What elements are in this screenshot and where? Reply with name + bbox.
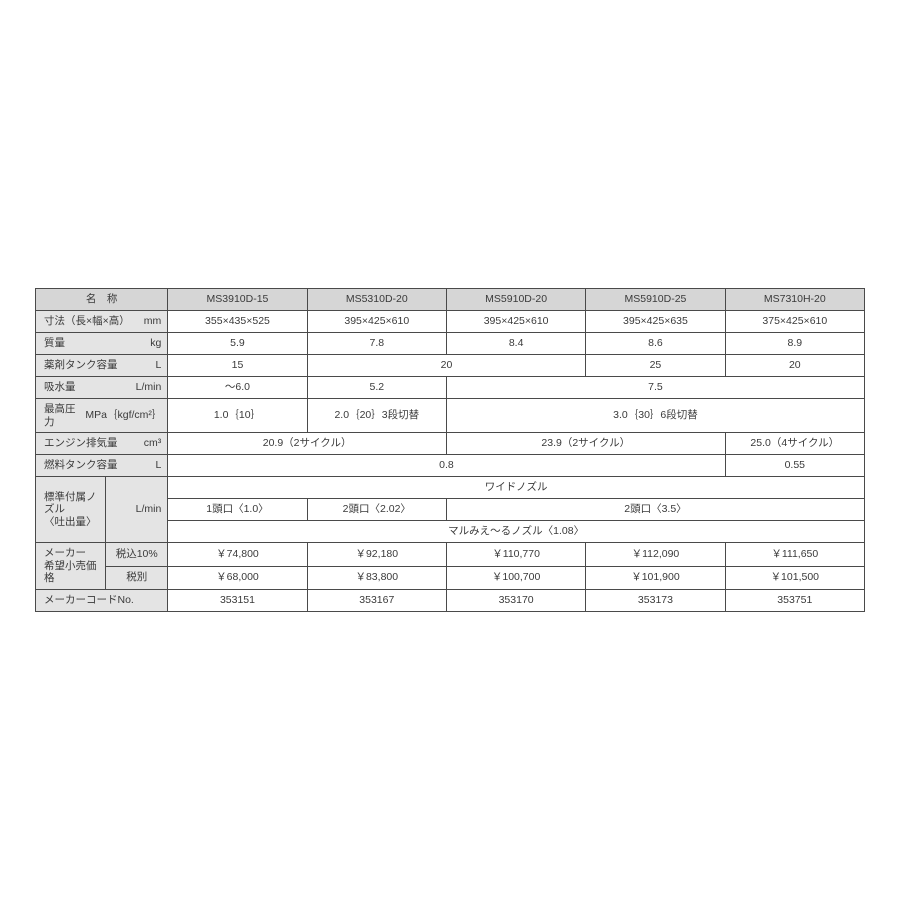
header-model: MS5910D-20 <box>446 289 585 311</box>
cell: 7.8 <box>307 333 446 355</box>
spec-table-container: 名 称 MS3910D-15 MS5310D-20 MS5910D-20 MS5… <box>35 288 865 612</box>
label-text: 寸法（長×幅×高） <box>44 315 130 328</box>
label-unit: cm³ <box>144 437 162 450</box>
cell: ￥83,800 <box>307 566 446 589</box>
table-row: エンジン排気量 cm³ 20.9（2サイクル） 23.9（2サイクル） 25.0… <box>36 433 865 455</box>
cell: 0.55 <box>725 455 864 477</box>
table-row: メーカーコードNo. 353151 353167 353170 353173 3… <box>36 589 865 611</box>
cell: マルみえ〜るノズル〈1.08〉 <box>168 521 865 543</box>
cell: 8.6 <box>586 333 725 355</box>
cell: 395×425×610 <box>446 311 585 333</box>
cell: 353151 <box>168 589 307 611</box>
header-model: MS3910D-15 <box>168 289 307 311</box>
row-label: 標準付属ノズル 〈吐出量〉 <box>36 477 106 543</box>
cell: 375×425×610 <box>725 311 864 333</box>
label-text: 燃料タンク容量 <box>44 459 118 472</box>
cell: ￥101,900 <box>586 566 725 589</box>
row-label: 最高圧力 MPa｛kgf/cm²｝ <box>36 399 168 433</box>
table-row: 名 称 MS3910D-15 MS5310D-20 MS5910D-20 MS5… <box>36 289 865 311</box>
cell: 2.0｛20｝3段切替 <box>307 399 446 433</box>
label-unit: mm <box>144 315 162 328</box>
label-text: 吸水量 <box>44 381 76 394</box>
price-taxinc-label: 税込10% <box>106 543 168 566</box>
price-taxex-label: 税別 <box>106 566 168 589</box>
header-model: MS7310H-20 <box>725 289 864 311</box>
header-name: 名 称 <box>36 289 168 311</box>
table-row: 寸法（長×幅×高） mm 355×435×525 395×425×610 395… <box>36 311 865 333</box>
cell: 0.8 <box>168 455 725 477</box>
table-row: 薬剤タンク容量 L 15 20 25 20 <box>36 355 865 377</box>
cell: 25.0（4サイクル） <box>725 433 864 455</box>
label-unit: L/min <box>106 477 168 543</box>
cell: ￥111,650 <box>725 543 864 566</box>
table-row: 標準付属ノズル 〈吐出量〉 L/min ワイドノズル <box>36 477 865 499</box>
cell: 7.5 <box>446 377 864 399</box>
row-label: 質量 kg <box>36 333 168 355</box>
cell: 3.0｛30｝6段切替 <box>446 399 864 433</box>
cell: 8.9 <box>725 333 864 355</box>
cell: 395×425×610 <box>307 311 446 333</box>
cell: 15 <box>168 355 307 377</box>
cell: ワイドノズル <box>168 477 865 499</box>
cell: 1頭口〈1.0〉 <box>168 499 307 521</box>
label-unit: L <box>155 459 161 472</box>
cell: 395×425×635 <box>586 311 725 333</box>
table-row: 最高圧力 MPa｛kgf/cm²｝ 1.0｛10｝ 2.0｛20｝3段切替 3.… <box>36 399 865 433</box>
table-row: 燃料タンク容量 L 0.8 0.55 <box>36 455 865 477</box>
cell: 25 <box>586 355 725 377</box>
cell: ￥112,090 <box>586 543 725 566</box>
cell: 353173 <box>586 589 725 611</box>
label-text: エンジン排気量 <box>44 437 118 450</box>
cell: ￥92,180 <box>307 543 446 566</box>
cell: 20.9（2サイクル） <box>168 433 447 455</box>
spec-table: 名 称 MS3910D-15 MS5310D-20 MS5910D-20 MS5… <box>35 288 865 612</box>
row-label: メーカーコードNo. <box>36 589 168 611</box>
header-model: MS5310D-20 <box>307 289 446 311</box>
cell: 2頭口〈2.02〉 <box>307 499 446 521</box>
label-unit: L <box>155 359 161 372</box>
table-row: メーカー 希望小売価格 税込10% ￥74,800 ￥92,180 ￥110,7… <box>36 543 865 566</box>
cell: ￥74,800 <box>168 543 307 566</box>
row-label: メーカー 希望小売価格 <box>36 543 106 590</box>
table-row: 質量 kg 5.9 7.8 8.4 8.6 8.9 <box>36 333 865 355</box>
cell: 23.9（2サイクル） <box>446 433 725 455</box>
cell: ￥100,700 <box>446 566 585 589</box>
cell: 353167 <box>307 589 446 611</box>
cell: ￥68,000 <box>168 566 307 589</box>
label-unit: MPa｛kgf/cm²｝ <box>85 409 161 422</box>
cell: 2頭口〈3.5〉 <box>446 499 864 521</box>
cell: 5.2 <box>307 377 446 399</box>
label-text: 薬剤タンク容量 <box>44 359 118 372</box>
cell: 353170 <box>446 589 585 611</box>
table-row: 吸水量 L/min 〜6.0 5.2 7.5 <box>36 377 865 399</box>
cell: 353751 <box>725 589 864 611</box>
cell: 8.4 <box>446 333 585 355</box>
cell: 20 <box>307 355 586 377</box>
label-text: 質量 <box>44 337 65 350</box>
cell: 355×435×525 <box>168 311 307 333</box>
table-row: 税別 ￥68,000 ￥83,800 ￥100,700 ￥101,900 ￥10… <box>36 566 865 589</box>
row-label: エンジン排気量 cm³ <box>36 433 168 455</box>
cell: 1.0｛10｝ <box>168 399 307 433</box>
label-text: 最高圧力 <box>44 403 85 428</box>
label-unit: L/min <box>136 381 162 394</box>
cell: ￥110,770 <box>446 543 585 566</box>
row-label: 寸法（長×幅×高） mm <box>36 311 168 333</box>
row-label: 薬剤タンク容量 L <box>36 355 168 377</box>
row-label: 吸水量 L/min <box>36 377 168 399</box>
header-model: MS5910D-25 <box>586 289 725 311</box>
cell: ￥101,500 <box>725 566 864 589</box>
row-label: 燃料タンク容量 L <box>36 455 168 477</box>
label-unit: kg <box>150 337 161 350</box>
cell: 5.9 <box>168 333 307 355</box>
cell: 20 <box>725 355 864 377</box>
cell: 〜6.0 <box>168 377 307 399</box>
